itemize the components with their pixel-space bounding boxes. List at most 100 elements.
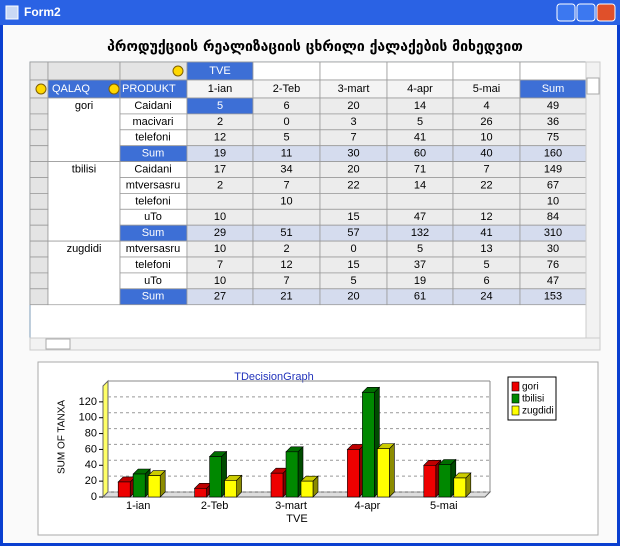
horizontal-scrollbar[interactable] [29,337,601,351]
product-label: telefoni [135,132,170,144]
value: 5 [350,275,356,287]
value: 26 [480,116,492,128]
header-label: PRODUKT [122,83,176,95]
close-button[interactable] [596,3,616,22]
value: 19 [214,148,226,160]
scroll-thumb[interactable] [586,77,600,95]
value: 47 [414,211,426,223]
back-wall-left [102,379,109,499]
value: 5 [283,132,289,144]
vertical-scrollbar[interactable] [585,61,601,339]
value: 20 [347,291,359,303]
row-indicator [29,145,49,162]
value: 10 [547,195,559,207]
value: 49 [547,100,559,112]
legend-label: gori [522,382,539,393]
value: 76 [547,259,559,271]
empty-cell [519,61,587,81]
city-label: gori [75,100,93,112]
maximize-button[interactable] [576,3,596,22]
row-indicator [29,240,49,258]
row-indicator [29,192,49,210]
x-tick-label: 1-ian [126,500,150,512]
value-cell [186,192,254,210]
value: 7 [217,259,223,271]
value: 2 [283,243,289,255]
value-cell [386,192,454,210]
heading: პროდუქციის რეალიზაციის ცხრილი ქალაქების … [107,39,523,55]
city-cover [48,162,120,241]
bar [453,477,467,498]
row-indicator [29,177,49,194]
field-button[interactable] [172,65,184,77]
y-tick-label: 20 [85,475,97,487]
value: 10 [214,275,226,287]
bar [194,487,207,498]
product-label: macivari [133,116,174,128]
value: 0 [283,116,289,128]
app-icon [5,5,19,20]
row-indicator [29,113,49,131]
bar [117,481,131,498]
value: 132 [411,227,429,239]
bar [147,475,161,498]
value: 36 [547,116,559,128]
product-label: Caidani [134,163,171,175]
value: 0 [350,243,356,255]
legend-label: tbilisi [522,394,544,405]
row-indicator [29,161,49,178]
value: 15 [347,211,359,223]
header-label: 1-ian [208,83,232,95]
value: 29 [214,227,226,239]
value: 84 [547,211,559,223]
value: 15 [347,259,359,271]
row-indicator [29,272,49,290]
city-label: tbilisi [72,163,96,175]
x-tick-label: 5-mai [430,500,458,512]
header-label: Sum [542,83,565,95]
row-indicator [29,224,49,242]
y-tick-label: 80 [85,427,97,439]
header-label: 2-Teb [273,83,301,95]
bar [438,464,452,498]
field-button[interactable] [108,83,120,95]
bar [285,451,299,498]
value: 37 [414,259,426,271]
value: 41 [414,132,426,144]
product-label: telefoni [135,259,170,271]
value: 67 [547,179,559,191]
value: 27 [214,291,226,303]
value: 40 [480,148,492,160]
corner-cell [29,61,49,81]
product-label: Sum [142,291,165,303]
bar [209,456,222,498]
value-cell [319,192,388,210]
window-title: Form2 [24,5,61,19]
value: 61 [414,291,426,303]
value: 41 [480,227,492,239]
legend-swatch [511,381,520,392]
value: 6 [283,100,289,112]
bar [377,448,390,498]
value: 5 [417,243,423,255]
value: 51 [280,227,292,239]
chart-panel [37,361,599,536]
row-indicator [29,129,49,147]
x-tick-label: 2-Teb [201,500,229,512]
scroll-thumb[interactable] [45,338,71,350]
value: 7 [283,179,289,191]
value: 5 [217,100,223,112]
row-indicator [29,97,49,115]
value: 5 [483,259,489,271]
value: 4 [483,100,489,112]
minimize-button[interactable] [556,3,576,22]
value-cell [252,208,321,226]
value: 10 [280,195,292,207]
value: 2 [217,179,223,191]
field-button[interactable] [35,83,47,95]
value: 17 [214,163,226,175]
value: 22 [347,179,359,191]
y-tick-label: 60 [85,443,97,455]
value: 6 [483,275,489,287]
value: 19 [414,275,426,287]
